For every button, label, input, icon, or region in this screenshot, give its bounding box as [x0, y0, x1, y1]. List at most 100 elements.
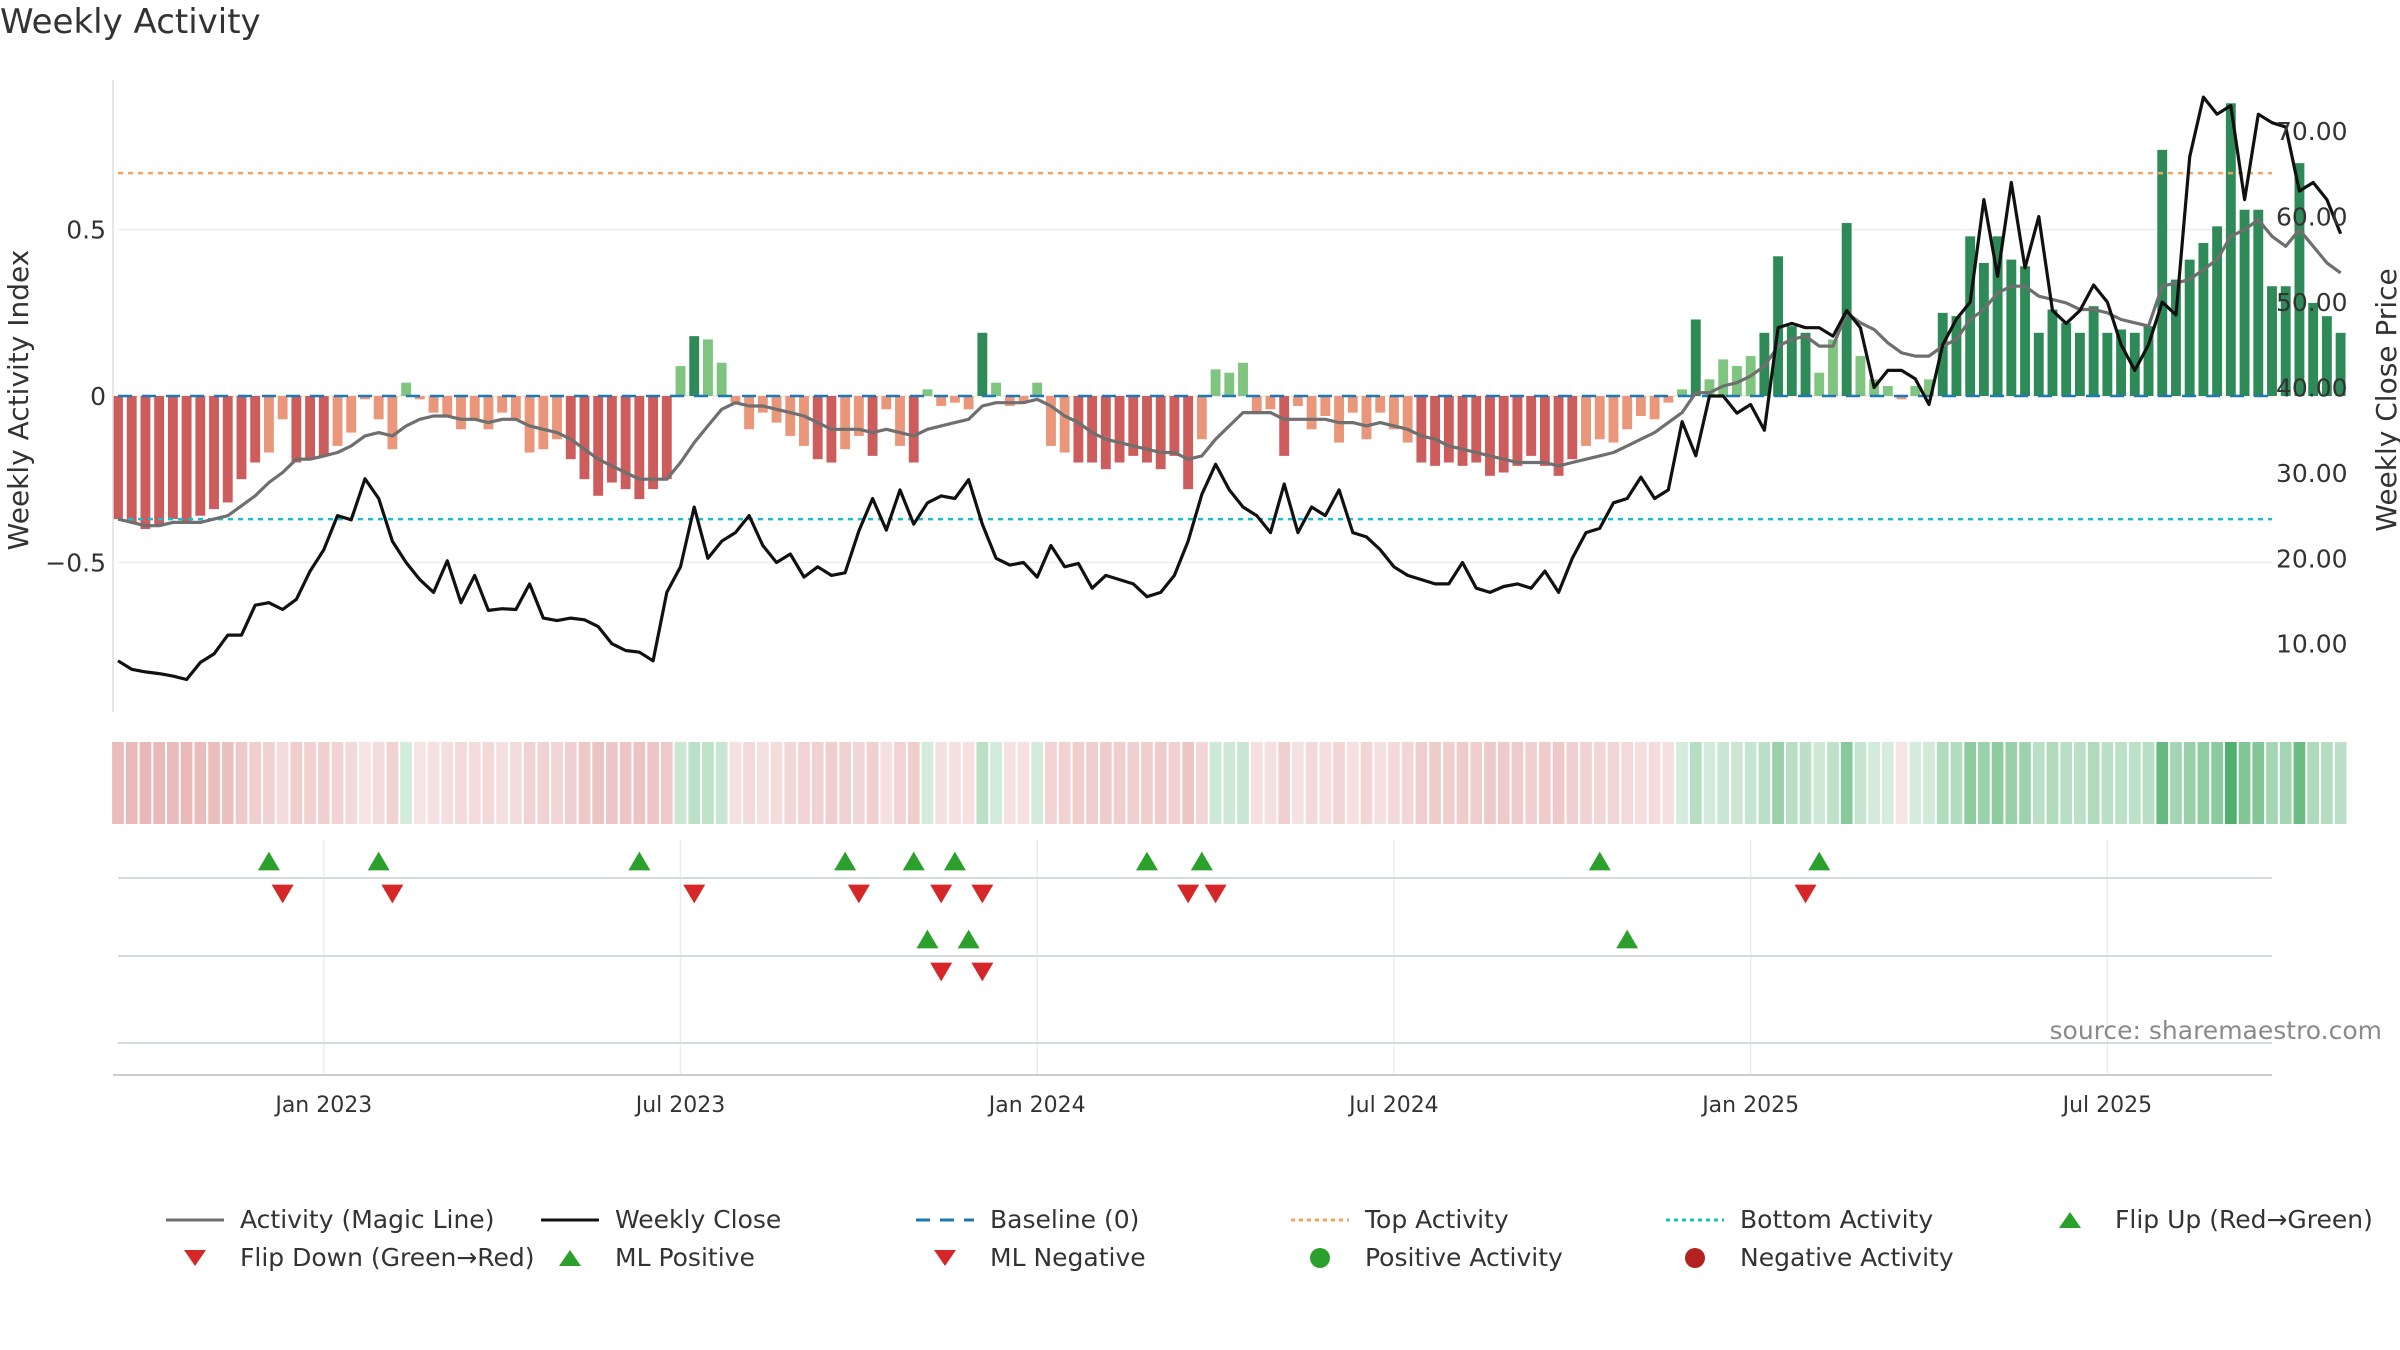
legend-symbol-icon	[2059, 1211, 2081, 1228]
activity-bar	[250, 396, 261, 463]
activity-bar	[1334, 396, 1344, 443]
heat-cell	[1278, 742, 1291, 824]
heat-cell	[2224, 742, 2237, 824]
heat-cell	[2060, 742, 2073, 824]
activity-bar	[552, 396, 562, 440]
activity-bar	[1539, 396, 1550, 466]
activity-bar	[1457, 396, 1468, 466]
activity-bar	[895, 396, 905, 446]
heat-cell	[949, 742, 961, 824]
heat-cell	[1991, 742, 2004, 824]
heat-cell	[756, 742, 769, 824]
left-tick-label: 0.5	[66, 216, 106, 245]
activity-bar	[1581, 396, 1591, 446]
heat-cell	[386, 742, 399, 824]
activity-bar	[414, 396, 425, 400]
heat-cell	[1717, 742, 1730, 824]
activity-bar	[1594, 396, 1605, 440]
right-tick-label: 40.00	[2276, 373, 2348, 402]
activity-bar	[236, 396, 247, 480]
heat-cell	[455, 742, 467, 824]
activity-bar	[620, 396, 631, 490]
right-tick-label: 20.00	[2276, 544, 2348, 573]
heat-cell	[510, 742, 522, 824]
legend-symbol-icon	[184, 1249, 206, 1266]
activity-bar	[867, 396, 878, 456]
legend-symbol-icon	[934, 1249, 956, 1266]
heat-cell	[2211, 742, 2223, 824]
activity-bar	[387, 396, 398, 450]
heat-cell	[784, 742, 797, 824]
activity-bar	[853, 396, 864, 436]
legend-item: ML Negative	[910, 1243, 1146, 1272]
legend-item: Top Activity	[1285, 1205, 1509, 1234]
heat-cell	[1470, 742, 1483, 824]
heat-cell	[167, 742, 179, 824]
heat-cell	[331, 742, 344, 824]
activity-bar	[1443, 396, 1454, 463]
heat-cell	[1319, 742, 1332, 824]
activity-bar	[2267, 286, 2277, 396]
flip-up-marker	[628, 851, 651, 871]
legend-label: Bottom Activity	[1740, 1205, 1934, 1234]
activity-bar	[1882, 386, 1893, 396]
heat-cell	[537, 742, 550, 824]
heat-cell	[1497, 742, 1510, 824]
heat-cell	[359, 742, 371, 824]
heat-cell	[2005, 742, 2018, 824]
heat-cell	[2279, 742, 2292, 824]
activity-bar	[373, 396, 384, 420]
activity-bar	[1910, 386, 1921, 396]
heat-cell	[1703, 742, 1716, 824]
flip-up-marker	[1808, 851, 1831, 871]
heat-cell	[2019, 742, 2031, 824]
activity-bar	[2061, 322, 2072, 396]
heat-cell	[413, 742, 426, 824]
activity-bar	[277, 396, 288, 420]
heat-cell	[1360, 742, 1373, 824]
ml-positive-marker	[1616, 929, 1639, 949]
heat-cell	[2142, 742, 2155, 824]
activity-bar	[2143, 326, 2154, 396]
x-tick-label: Jan 2025	[1700, 1093, 1799, 1118]
heat-cell	[1868, 742, 1880, 824]
heat-cell	[1552, 742, 1565, 824]
heat-cell	[2115, 742, 2127, 824]
heat-cell	[1127, 742, 1140, 824]
activity-bar	[1183, 396, 1194, 490]
activity-bar	[428, 396, 439, 413]
heat-cell	[2128, 742, 2141, 824]
heat-cell	[1689, 742, 1702, 824]
heat-cell	[1346, 742, 1359, 824]
flip-up-marker	[1190, 851, 1213, 871]
activity-bar	[1471, 396, 1482, 463]
heat-cell	[1525, 742, 1537, 824]
heat-cell	[2183, 742, 2196, 824]
activity-bar	[1265, 396, 1276, 410]
weekly-close-line	[117, 95, 2343, 682]
activity-bar	[1965, 236, 1976, 396]
activity-bar	[2006, 259, 2017, 396]
legend-item: Activity (Magic Line)	[160, 1205, 494, 1234]
activity-bar	[648, 396, 659, 490]
activity-bar	[401, 382, 412, 396]
heat-cell	[2293, 742, 2306, 824]
heat-cell	[1196, 742, 1208, 824]
heat-cell	[1964, 742, 1977, 824]
heat-cell	[2321, 742, 2333, 824]
activity-bar	[1978, 262, 1989, 396]
flip-down-marker	[1177, 884, 1200, 904]
x-tick-label: Jul 2025	[2061, 1093, 2153, 1118]
activity-bar	[936, 396, 947, 406]
legend-label: Flip Up (Red→Green)	[2115, 1205, 2373, 1234]
heat-cell	[221, 742, 234, 824]
flip-down-marker	[847, 884, 870, 904]
x-axis: Jan 2023 Jul 2023 Jan 2024 Jul 2024 Jan 2025…	[113, 1074, 2272, 1118]
activity-bar	[1114, 396, 1125, 463]
heat-cell	[1772, 742, 1784, 824]
activity-bar	[442, 396, 453, 416]
heat-cell	[880, 742, 893, 824]
heat-cell	[2252, 742, 2265, 824]
activity-bar	[881, 396, 892, 410]
right-tick-label: 10.00	[2276, 630, 2348, 659]
